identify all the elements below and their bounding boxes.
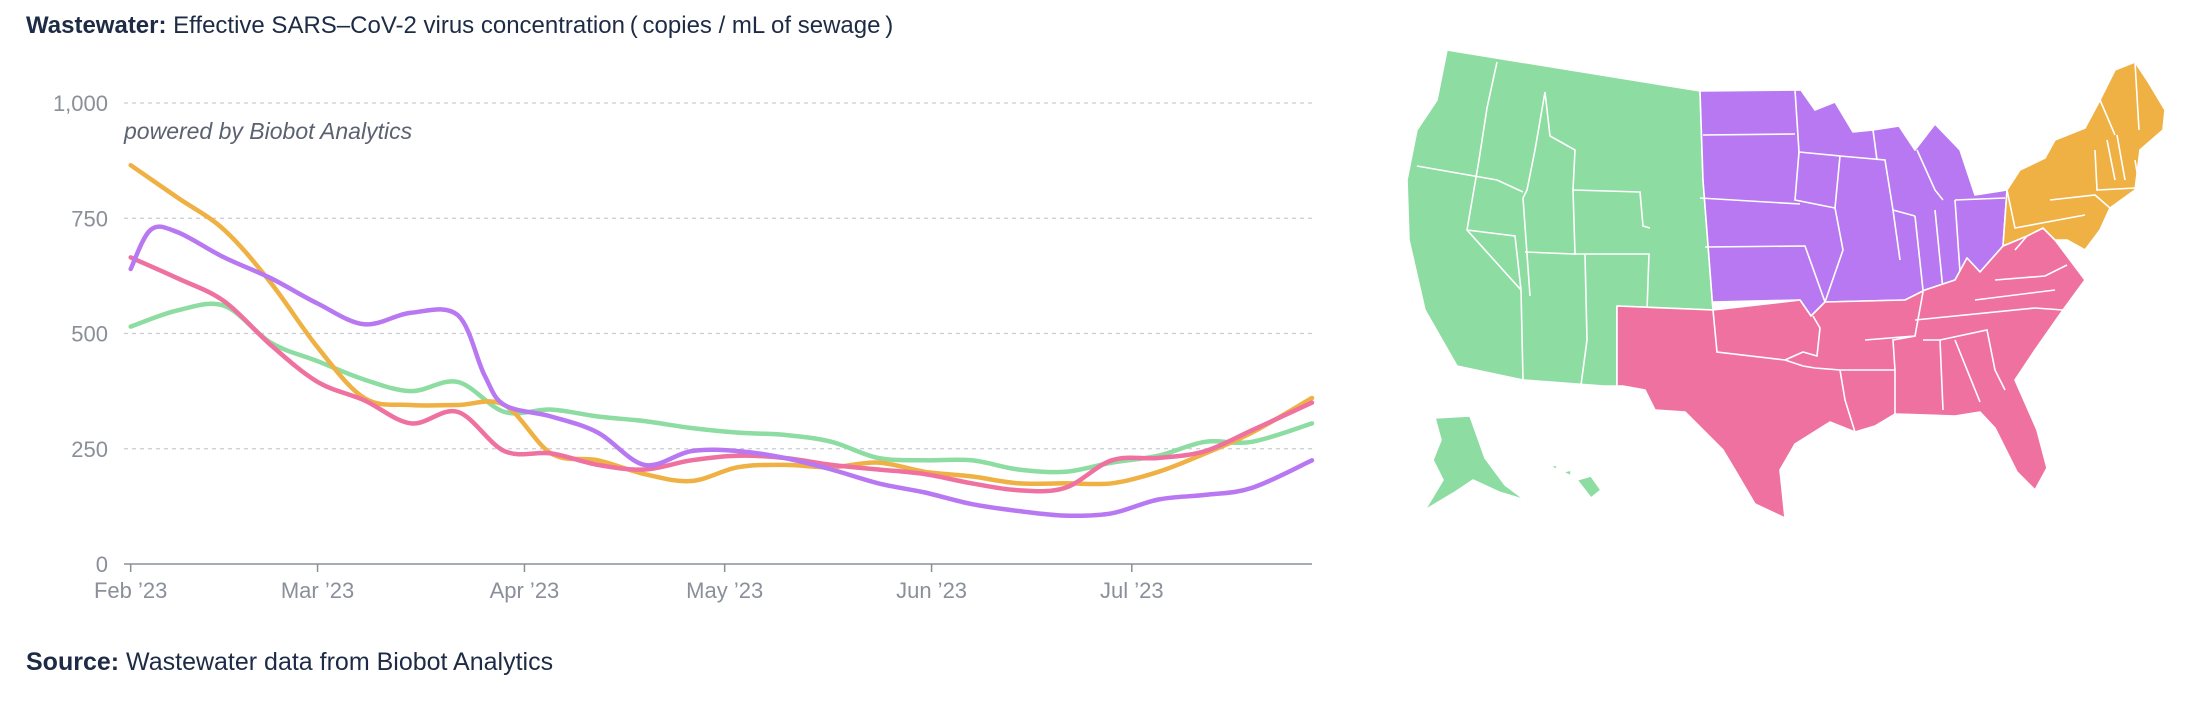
series-line [128, 301, 1315, 475]
gridlines [124, 102, 1312, 565]
chart-annotation: powered by Biobot Analytics [123, 118, 413, 144]
line-chart: 0 250 500 750 1,000 Feb ’23 Mar ’23 Apr ’23 May… [53, 91, 1315, 603]
x-tick-label: May ’23 [686, 578, 763, 603]
midwest-state-borders [1699, 89, 2006, 303]
x-tick-label: Jun ’23 [896, 578, 967, 603]
alaska-shape [1424, 415, 1526, 511]
y-tick-label: 250 [71, 437, 108, 462]
x-tick-label: Jul ’23 [1100, 578, 1164, 603]
west-state-borders [1416, 61, 1651, 386]
series-lines [128, 162, 1315, 519]
y-tick-label: 1,000 [53, 91, 108, 116]
x-tick-label: Feb ’23 [94, 578, 167, 603]
y-tick-label: 500 [71, 322, 108, 347]
series-line [128, 224, 1315, 519]
title-text: Effective SARS–CoV-2 virus concentration… [173, 12, 894, 39]
region-northeast [2002, 61, 2166, 251]
y-tick-label: 750 [71, 206, 108, 231]
series-line [128, 255, 1315, 494]
x-tick-label: Apr ’23 [490, 578, 560, 603]
source-text: Wastewater data from Biobot Analytics [126, 648, 554, 676]
us-regions-map [1406, 49, 2166, 519]
hawaii-shape [1550, 464, 1602, 499]
y-tick-label: 0 [96, 552, 108, 577]
chart-title: Wastewater: Effective SARS–CoV-2 virus c… [26, 12, 893, 40]
x-axis-ticks: Feb ’23 Mar ’23 Apr ’23 May ’23 Jun ’23 Jul ’… [94, 564, 1164, 603]
region-west [1406, 49, 1714, 511]
series-line [128, 162, 1315, 487]
region-south-shape [1616, 227, 2086, 519]
northeast-state-borders [2006, 61, 2141, 229]
x-tick-label: Mar ’23 [281, 578, 354, 603]
y-axis-ticks: 0 250 500 750 1,000 [53, 91, 108, 577]
south-state-borders [1712, 235, 2068, 433]
region-northeast-shape [2002, 61, 2166, 251]
title-bold: Wastewater: [26, 12, 167, 39]
region-south [1616, 227, 2086, 519]
source-bold: Source: [26, 648, 120, 676]
source-note: Source: Wastewater data from Biobot Anal… [26, 648, 553, 677]
